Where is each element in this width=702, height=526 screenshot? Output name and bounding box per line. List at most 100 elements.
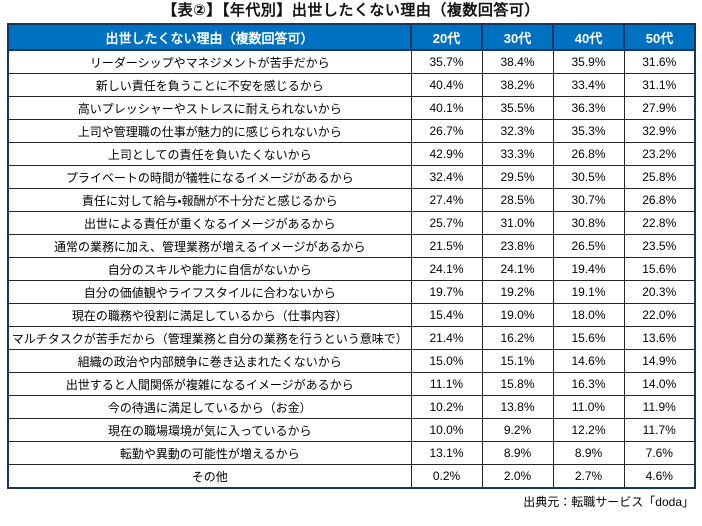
table-row: 上司としての責任を負いたくないから 42.9% 33.3% 26.8% 23.2% [7, 142, 696, 166]
value-cell: 25.7% [410, 211, 483, 235]
source-note: 出典元：転職サービス「doda」 [523, 495, 694, 509]
value-cell: 23.5% [623, 234, 696, 258]
value-cell: 23.2% [623, 142, 696, 166]
value-cell: 14.9% [623, 349, 696, 373]
table-row: 通常の業務に加え、管理業務が増えるイメージがあるから 21.5% 23.8% 26.5… [7, 234, 696, 258]
table-row: プライベートの時間が犠牲になるイメージがあるから 32.4% 29.5% 30.5% 2… [7, 165, 696, 189]
value-cell: 8.9% [552, 441, 625, 465]
value-cell: 35.7% [410, 49, 483, 74]
table-row: マルチタスクが苦手だから（管理業務と自分の業務を行うという意味で） 21.4% 16… [7, 326, 696, 350]
value-cell: 22.8% [623, 211, 696, 235]
reason-cell: その他 [7, 464, 412, 489]
value-cell: 24.1% [410, 257, 483, 281]
survey-table: 出世したくない理由（複数回答可） 20代 30代 40代 50代 リーダーシップ… [7, 23, 696, 489]
table-row: 出世すると人間関係が複雑になるイメージがあるから 11.1% 15.8% 16.3% 1… [7, 372, 696, 396]
value-cell: 31.6% [623, 49, 696, 74]
value-cell: 10.0% [410, 418, 483, 442]
value-cell: 19.7% [410, 280, 483, 304]
reason-cell: 通常の業務に加え、管理業務が増えるイメージがあるから [7, 234, 412, 258]
page-title: 【表②】【年代別】出世したくない理由（複数回答可） [162, 2, 540, 19]
reason-cell: 今の待遇に満足しているから（お金） [7, 395, 412, 419]
reason-cell: 出世による責任が重くなるイメージがあるから [7, 211, 412, 235]
value-cell: 24.1% [481, 257, 554, 281]
reason-cell: 上司や管理職の仕事が魅力的に感じられないから [7, 119, 412, 143]
reason-cell: 現在の職務や役割に満足しているから（仕事内容） [7, 303, 412, 327]
value-cell: 42.9% [410, 142, 483, 166]
table-row: 組織の政治や内部競争に巻き込まれたくないから 15.0% 15.1% 14.6% 14.… [7, 349, 696, 373]
reason-cell: マルチタスクが苦手だから（管理業務と自分の業務を行うという意味で） [7, 326, 412, 350]
reason-cell: 高いプレッシャーやストレスに耐えられないから [7, 96, 412, 120]
value-cell: 8.9% [481, 441, 554, 465]
table-row: その他 0.2% 2.0% 2.7% 4.6% [7, 464, 696, 489]
table-row: 現在の職務や役割に満足しているから（仕事内容） 15.4% 19.0% 18.0% 22… [7, 303, 696, 327]
table-row: 今の待遇に満足しているから（お金） 10.2% 13.8% 11.0% 11.9% [7, 395, 696, 419]
reason-cell: 転勤や異動の可能性が増えるから [7, 441, 412, 465]
value-cell: 32.4% [410, 165, 483, 189]
value-cell: 12.2% [552, 418, 625, 442]
value-cell: 19.0% [481, 303, 554, 327]
value-cell: 20.3% [623, 280, 696, 304]
value-cell: 26.8% [623, 188, 696, 212]
value-cell: 29.5% [481, 165, 554, 189]
value-cell: 15.1% [481, 349, 554, 373]
table-row: 責任に対して給与・報酬が不十分だと感じるから 27.4% 28.5% 30.7% 26.… [7, 188, 696, 212]
value-cell: 14.0% [623, 372, 696, 396]
value-cell: 11.0% [552, 395, 625, 419]
reason-cell: 責任に対して給与・報酬が不十分だと感じるから [7, 188, 412, 212]
value-cell: 13.1% [410, 441, 483, 465]
value-cell: 31.1% [623, 73, 696, 97]
value-cell: 14.6% [552, 349, 625, 373]
value-cell: 38.4% [481, 49, 554, 74]
table-body: リーダーシップやマネジメントが苦手だから 35.7% 38.4% 35.9% 31.6%… [7, 49, 696, 489]
value-cell: 32.3% [481, 119, 554, 143]
value-cell: 26.5% [552, 234, 625, 258]
value-cell: 35.5% [481, 96, 554, 120]
column-header-age-30s: 30代 [481, 23, 554, 51]
column-header-age-50s: 50代 [623, 23, 696, 51]
value-cell: 15.4% [410, 303, 483, 327]
reason-cell: 出世すると人間関係が複雑になるイメージがあるから [7, 372, 412, 396]
table-row: 上司や管理職の仕事が魅力的に感じられないから 26.7% 32.3% 35.3% 32.… [7, 119, 696, 143]
value-cell: 40.4% [410, 73, 483, 97]
value-cell: 35.9% [552, 49, 625, 74]
value-cell: 19.1% [552, 280, 625, 304]
value-cell: 26.8% [552, 142, 625, 166]
value-cell: 30.8% [552, 211, 625, 235]
value-cell: 19.4% [552, 257, 625, 281]
value-cell: 22.0% [623, 303, 696, 327]
value-cell: 30.5% [552, 165, 625, 189]
value-cell: 11.9% [623, 395, 696, 419]
value-cell: 26.7% [410, 119, 483, 143]
value-cell: 35.3% [552, 119, 625, 143]
table-row: 自分のスキルや能力に自信がないから 24.1% 24.1% 19.4% 15.6% [7, 257, 696, 281]
reason-cell: 新しい責任を負うことに不安を感じるから [7, 73, 412, 97]
value-cell: 7.6% [623, 441, 696, 465]
reason-cell: プライベートの時間が犠牲になるイメージがあるから [7, 165, 412, 189]
value-cell: 28.5% [481, 188, 554, 212]
value-cell: 13.6% [623, 326, 696, 350]
value-cell: 15.8% [481, 372, 554, 396]
value-cell: 36.3% [552, 96, 625, 120]
table-row: 現在の職場環境が気に入っているから 10.0% 9.2% 12.2% 11.7% [7, 418, 696, 442]
value-cell: 13.8% [481, 395, 554, 419]
value-cell: 2.7% [552, 464, 625, 489]
value-cell: 38.2% [481, 73, 554, 97]
column-header-age-20s: 20代 [410, 23, 483, 51]
value-cell: 15.6% [623, 257, 696, 281]
reason-cell: リーダーシップやマネジメントが苦手だから [7, 49, 412, 74]
reason-cell: 組織の政治や内部競争に巻き込まれたくないから [7, 349, 412, 373]
value-cell: 23.8% [481, 234, 554, 258]
value-cell: 40.1% [410, 96, 483, 120]
column-header-age-40s: 40代 [552, 23, 625, 51]
value-cell: 32.9% [623, 119, 696, 143]
value-cell: 21.4% [410, 326, 483, 350]
column-header-reason: 出世したくない理由（複数回答可） [7, 23, 412, 51]
value-cell: 31.0% [481, 211, 554, 235]
value-cell: 15.6% [552, 326, 625, 350]
value-cell: 10.2% [410, 395, 483, 419]
value-cell: 27.4% [410, 188, 483, 212]
reason-cell: 自分の価値観やライフスタイルに合わないから [7, 280, 412, 304]
table-row: 自分の価値観やライフスタイルに合わないから 19.7% 19.2% 19.1% 20.3… [7, 280, 696, 304]
value-cell: 11.7% [623, 418, 696, 442]
value-cell: 11.1% [410, 372, 483, 396]
